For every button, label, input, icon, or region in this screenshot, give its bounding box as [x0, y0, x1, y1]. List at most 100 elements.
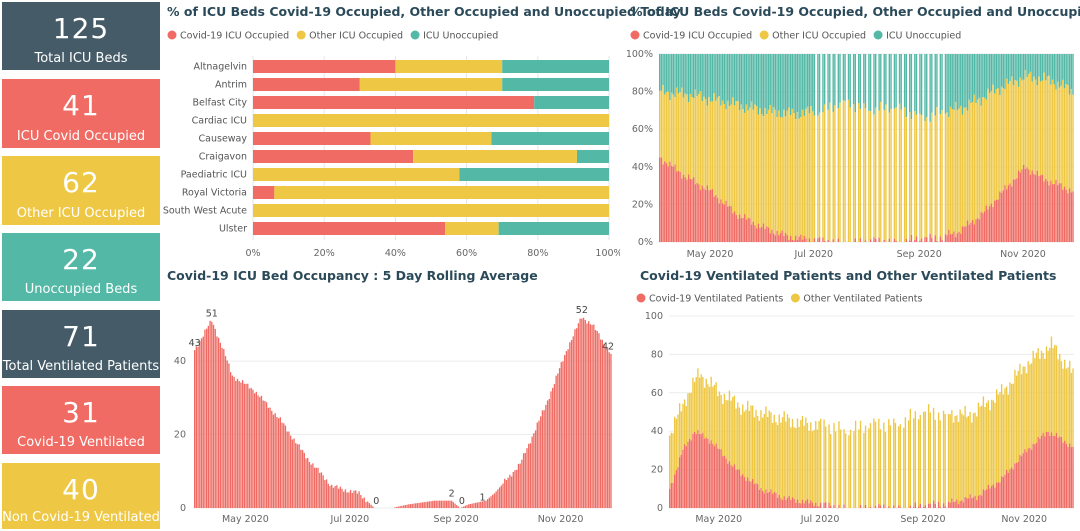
- bar-other-ventilated: [991, 399, 993, 486]
- bar-other-ventilated: [705, 378, 707, 438]
- bar-unoccupied: [749, 54, 751, 108]
- bar-other: [674, 97, 676, 165]
- bar-rolling-average: [365, 502, 367, 508]
- bar-unoccupied: [822, 54, 824, 113]
- bar-covid-ventilated: [833, 505, 835, 508]
- bar-covid-ventilated: [967, 498, 970, 508]
- bar-unoccupied: [704, 54, 707, 99]
- bar-covid-ventilated: [909, 505, 912, 508]
- bar-unoccupied: [762, 54, 765, 117]
- bar-rolling-average: [209, 320, 211, 508]
- bar-other-ventilated: [864, 425, 867, 505]
- bar-rolling-average: [368, 503, 371, 508]
- bar-unoccupied: [805, 54, 807, 109]
- bar-other: [781, 117, 783, 231]
- bar-covid-ventilated: [1007, 472, 1009, 508]
- bar-other: [699, 91, 702, 190]
- bar-unoccupied: [759, 54, 761, 109]
- bar-other-ventilated: [778, 414, 780, 495]
- bar-other-ventilated: [1062, 368, 1064, 443]
- bar-rolling-average: [317, 467, 319, 508]
- bar-unoccupied: [988, 54, 991, 94]
- bar-other: [745, 104, 748, 220]
- bar-other-ventilated: [730, 400, 732, 466]
- bar-other-ventilated: [934, 419, 936, 504]
- bar-covid: [854, 238, 856, 242]
- bar-rolling-average: [510, 476, 513, 508]
- bar-rolling-average: [481, 501, 484, 508]
- bar-icu-unoccupied: [498, 222, 609, 235]
- bar-covid: [1029, 174, 1032, 242]
- bar-covid: [659, 157, 661, 242]
- bar-covid-ventilated: [811, 502, 814, 508]
- bar-unoccupied: [931, 54, 933, 113]
- bar-unoccupied: [730, 54, 732, 105]
- bar-covid-ventilated: [825, 502, 827, 508]
- bar-other-ventilated: [683, 399, 686, 445]
- bar-rolling-average: [336, 485, 338, 508]
- bar-other: [1004, 88, 1006, 186]
- bar-other-ventilated: [1014, 369, 1016, 464]
- bar-other-ventilated: [747, 400, 749, 478]
- bar-other-ventilated: [793, 427, 795, 499]
- bar-other-ventilated: [1064, 359, 1066, 441]
- bar-other: [941, 110, 943, 240]
- bar-covid: [992, 207, 994, 242]
- bar-covid-ventilated: [994, 487, 996, 508]
- bar-covid: [1058, 183, 1061, 242]
- bar-covid: [949, 234, 952, 242]
- bar-covid-ventilated: [959, 501, 961, 508]
- bar-rolling-average: [360, 495, 362, 508]
- bar-covid-ventilated: [748, 481, 751, 508]
- bar-unoccupied: [740, 54, 743, 105]
- legend-label-0: Covid-19 ICU Occupied: [643, 31, 752, 42]
- bar-covid-ventilated: [702, 432, 704, 508]
- bar-rolling-average: [466, 505, 468, 508]
- bar-covid-ventilated: [917, 506, 920, 508]
- bar-other-ventilated: [687, 393, 689, 442]
- bar-unoccupied: [795, 54, 797, 120]
- bar-covid: [946, 235, 948, 242]
- bar-unoccupied: [1068, 54, 1071, 95]
- bar-unoccupied: [672, 54, 675, 95]
- bar-rolling-average: [601, 339, 604, 508]
- bar-covid: [994, 200, 996, 242]
- bar-covid: [1021, 169, 1023, 242]
- bar-covid: [754, 225, 756, 242]
- bar-other-icu-occupied: [274, 186, 609, 199]
- bar-rolling-average: [307, 457, 309, 508]
- bar-unoccupied: [798, 54, 800, 119]
- bar-other-ventilated: [783, 411, 785, 497]
- bar-covid: [978, 219, 981, 242]
- bar-covid: [941, 239, 943, 242]
- bar-rolling-average: [529, 443, 532, 508]
- bar-covid-ventilated: [1042, 432, 1044, 508]
- bar-unoccupied: [791, 54, 794, 109]
- bar-covid-ventilated: [966, 498, 968, 508]
- bar-rolling-average: [500, 485, 502, 508]
- bar-covid: [691, 179, 693, 242]
- bar-rolling-average: [351, 492, 353, 508]
- bar-covid-ventilated: [951, 498, 953, 508]
- bar-unoccupied: [752, 54, 754, 110]
- bar-other: [946, 112, 948, 236]
- bar-unoccupied: [786, 54, 788, 111]
- bar-covid: [791, 239, 794, 242]
- bar-other-ventilated: [669, 435, 671, 489]
- y-tick-label: 100%: [626, 49, 653, 60]
- bar-other-ventilated: [798, 426, 800, 503]
- bar-other: [954, 102, 957, 238]
- bar-covid-19-icu-occupied: [253, 150, 414, 163]
- bar-rolling-average: [524, 452, 526, 508]
- bar-unoccupied: [769, 54, 771, 106]
- bar-other: [793, 113, 795, 241]
- bar-unoccupied: [1012, 54, 1015, 86]
- bar-rolling-average: [264, 401, 266, 508]
- bar-unoccupied: [715, 54, 717, 101]
- bar-unoccupied: [919, 54, 921, 114]
- data-label: 43: [189, 338, 201, 349]
- bar-unoccupied: [778, 54, 780, 111]
- bar-other: [1005, 78, 1008, 190]
- bar-covid-ventilated: [728, 461, 731, 508]
- bar-other-ventilated: [755, 409, 757, 484]
